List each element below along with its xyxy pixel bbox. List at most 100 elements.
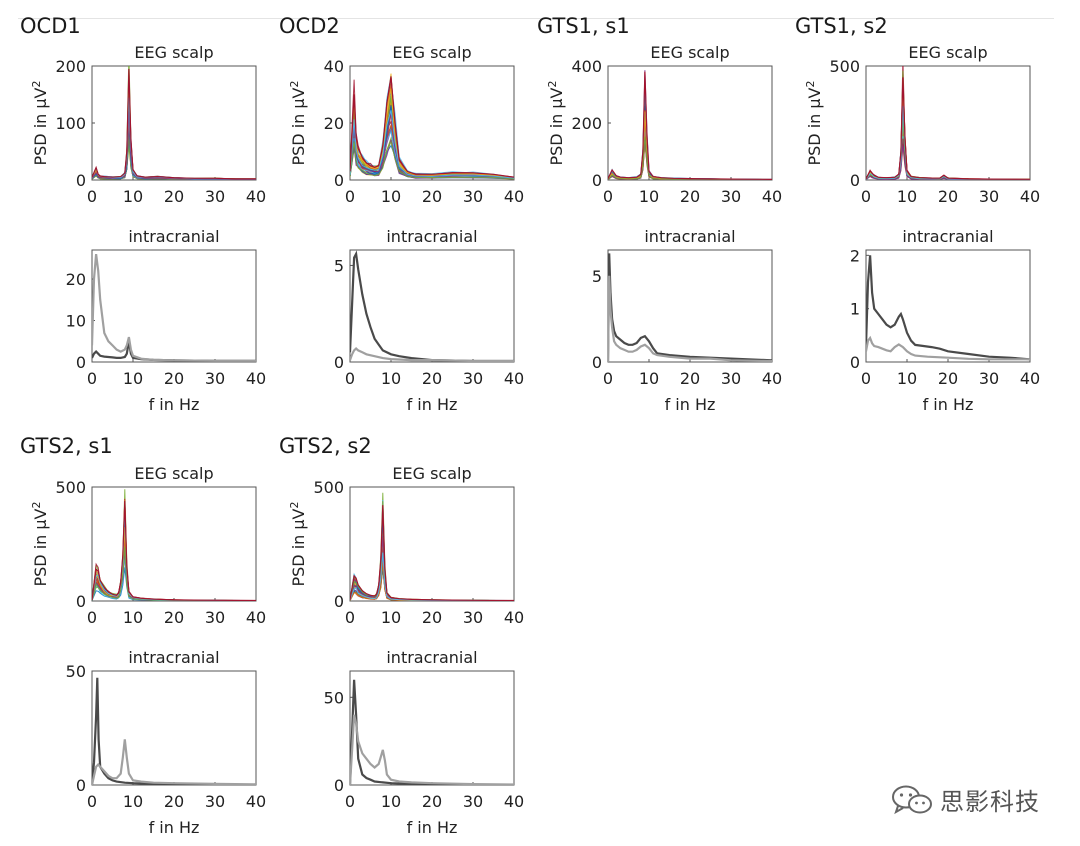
plot-lines	[350, 73, 514, 180]
x-tick-label: 10	[897, 187, 917, 206]
eeg-channel-line	[92, 508, 256, 601]
eeg-channel-line	[92, 102, 256, 180]
eeg-channel-line	[92, 138, 256, 180]
eeg-channel-line	[350, 110, 514, 179]
x-axis-label: f in Hz	[149, 818, 200, 837]
x-tick-label: 30	[205, 792, 225, 811]
eeg-channel-line	[608, 85, 772, 180]
eeg-channel-line	[350, 559, 514, 601]
eeg-channel-line	[866, 115, 1030, 180]
eeg-peak-line	[92, 500, 256, 601]
panel-6: EEG scalp 0 10 20 30 40 0 500 PSD in µV2	[804, 43, 1040, 206]
eeg-channel-line	[92, 136, 256, 180]
axes-box	[349, 249, 515, 363]
eeg-channel-line	[92, 537, 256, 601]
eeg-channel-line	[608, 86, 772, 180]
eeg-channel-line	[92, 70, 256, 180]
eeg-channel-line	[92, 97, 256, 180]
x-tick-label: 0	[87, 369, 97, 388]
eeg-channel-line	[92, 121, 256, 180]
intracranial-line	[350, 714, 514, 785]
panel-0: EEG scalp 0 10 20 30 40 0 100 200 PSD in µV2	[30, 43, 266, 206]
panel-1: intracranial 0 10 20 30 40 0 10 20 f in Hz	[66, 227, 267, 414]
plot-lines	[866, 66, 1030, 180]
eeg-channel-line	[350, 542, 514, 601]
axes-box	[91, 486, 257, 602]
x-axis-label: f in Hz	[923, 395, 974, 414]
eeg-channel-line	[866, 138, 1030, 180]
eeg-channel-line	[350, 515, 514, 601]
eeg-channel-line	[608, 134, 772, 180]
eeg-channel-line	[866, 119, 1030, 180]
x-tick-label: 20	[164, 369, 184, 388]
eeg-channel-line	[92, 122, 256, 180]
eeg-peak-line	[866, 77, 1030, 180]
eeg-channel-line	[92, 517, 256, 601]
eeg-channel-line	[866, 130, 1030, 180]
figure-top-rule	[18, 18, 1054, 19]
eeg-channel-line	[608, 139, 772, 180]
eeg-channel-line	[92, 83, 256, 180]
eeg-channel-line	[866, 107, 1030, 180]
eeg-channel-line	[92, 126, 256, 180]
watermark-text: 思影科技	[940, 788, 1040, 816]
x-tick-label: 20	[938, 187, 958, 206]
eeg-channel-line	[866, 119, 1030, 180]
eeg-channel-line	[92, 546, 256, 601]
panel-10: EEG scalp 0 10 20 30 40 0 500 PSD in µV2	[288, 464, 524, 627]
eeg-channel-line	[92, 531, 256, 601]
eeg-channel-line	[608, 101, 772, 180]
group-label-gts2-s2: GTS2, s2	[279, 434, 372, 458]
eeg-channel-line	[866, 95, 1030, 180]
eeg-channel-line	[92, 527, 256, 601]
wechat-logo-icon	[892, 785, 932, 814]
eeg-channel-line	[92, 547, 256, 601]
y-tick-label: 0	[334, 353, 344, 372]
y-tick-label: 0	[76, 776, 86, 795]
eeg-channel-line	[350, 112, 514, 179]
x-tick-label: 0	[861, 187, 871, 206]
eeg-channel-line	[92, 127, 256, 180]
intracranial-line	[350, 679, 514, 785]
x-tick-label: 40	[504, 187, 524, 206]
eeg-channel-line	[92, 509, 256, 601]
x-tick-label: 30	[205, 187, 225, 206]
y-tick-label: 5	[592, 267, 602, 286]
eeg-channel-line	[608, 116, 772, 180]
eeg-channel-line	[350, 539, 514, 601]
eeg-channel-line	[92, 125, 256, 180]
eeg-channel-line	[350, 90, 514, 178]
eeg-channel-line	[92, 550, 256, 601]
axes-box	[607, 65, 773, 181]
y-tick-label: 2	[850, 246, 860, 265]
x-tick-label: 40	[246, 369, 266, 388]
x-tick-label: 30	[979, 187, 999, 206]
eeg-channel-line	[92, 120, 256, 180]
y-axis-label: PSD in µV2	[546, 80, 566, 165]
eeg-channel-line	[866, 114, 1030, 180]
x-axis-label: f in Hz	[149, 395, 200, 414]
intracranial-line	[92, 739, 256, 785]
eeg-channel-line	[350, 76, 514, 178]
x-tick-label: 10	[381, 369, 401, 388]
eeg-channel-line	[608, 136, 772, 180]
eeg-channel-line	[350, 509, 514, 601]
axes-box	[865, 65, 1031, 181]
x-tick-label: 0	[345, 608, 355, 627]
y-tick-label: 0	[850, 353, 860, 372]
eeg-channel-line	[92, 125, 256, 180]
eeg-channel-line	[92, 530, 256, 601]
x-tick-label: 30	[721, 187, 741, 206]
eeg-channel-line	[92, 536, 256, 601]
eeg-channel-line	[92, 75, 256, 180]
eeg-channel-line	[350, 511, 514, 601]
x-tick-label: 40	[1020, 187, 1040, 206]
eeg-channel-line	[608, 130, 772, 180]
eeg-channel-line	[350, 520, 514, 601]
panel-title: intracranial	[128, 648, 219, 667]
panel-title: intracranial	[902, 227, 993, 246]
x-tick-label: 30	[205, 608, 225, 627]
eeg-channel-line	[866, 66, 1030, 180]
eeg-channel-line	[608, 106, 772, 180]
eeg-channel-line	[866, 89, 1030, 180]
